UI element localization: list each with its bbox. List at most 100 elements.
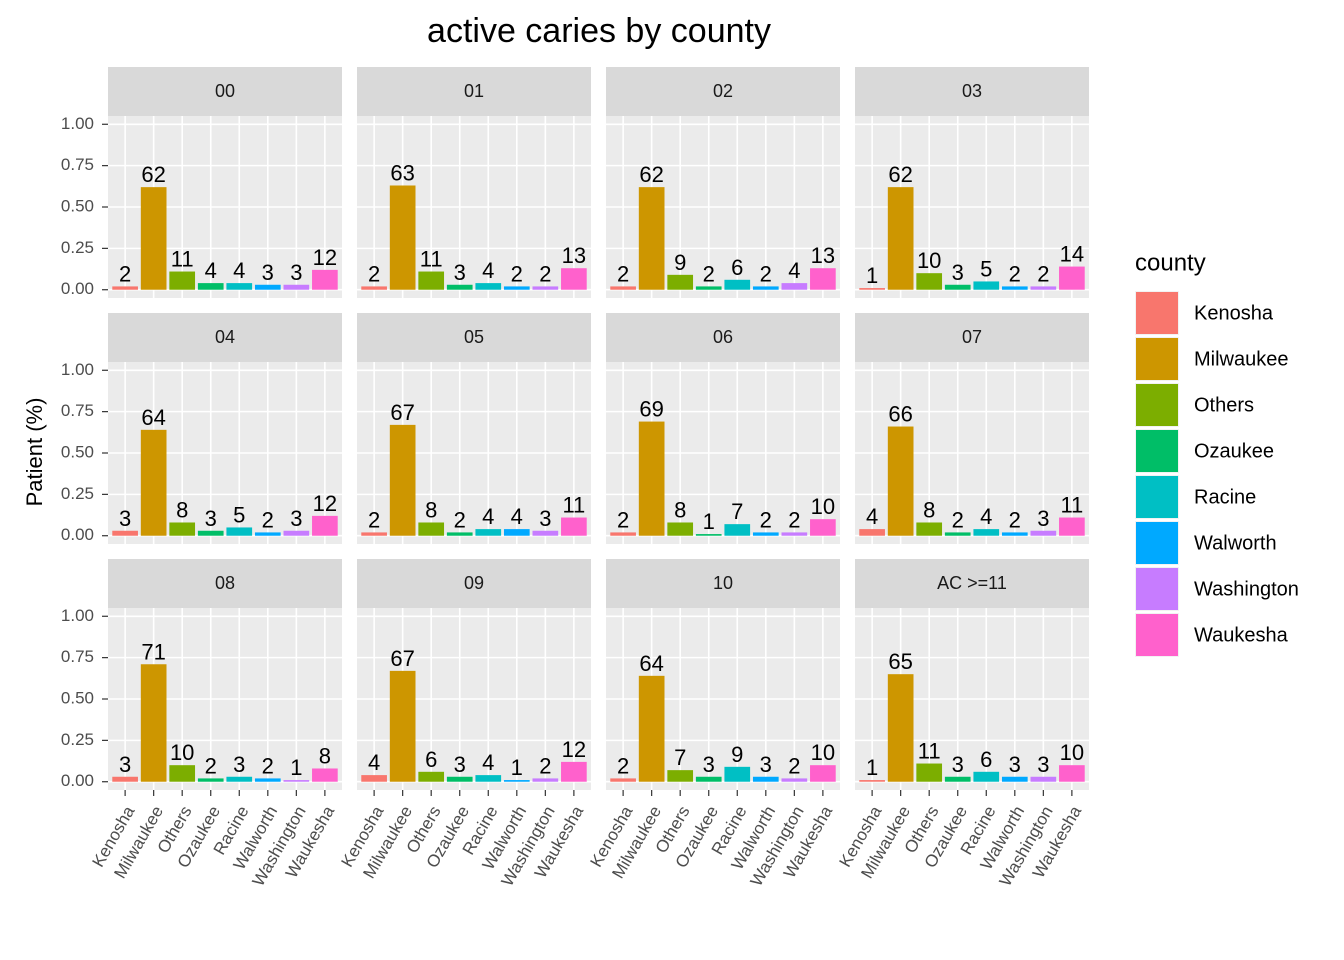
value-label: 65 [888, 649, 912, 674]
value-label: 3 [119, 506, 131, 531]
bar [916, 522, 943, 536]
bar [610, 532, 636, 536]
strip-label: 05 [464, 327, 484, 347]
strip-label: 10 [713, 573, 733, 593]
value-label: 69 [639, 397, 663, 422]
value-label: 3 [952, 752, 964, 777]
bar [503, 286, 530, 290]
bar [361, 532, 387, 536]
value-label: 7 [674, 745, 686, 770]
value-label: 2 [368, 507, 380, 532]
bar [197, 283, 224, 290]
bar [973, 529, 1000, 536]
value-label: 2 [760, 261, 772, 286]
y-tick-label: 1.00 [61, 360, 94, 379]
bar [781, 283, 808, 290]
bar [312, 768, 338, 782]
bar [781, 778, 808, 782]
bar [283, 284, 310, 290]
value-label: 4 [482, 258, 494, 283]
bar [361, 286, 387, 290]
value-label: 13 [562, 243, 586, 268]
strip [606, 67, 840, 116]
strip-label: 01 [464, 81, 484, 101]
bar [169, 271, 196, 290]
value-label: 10 [1060, 740, 1084, 765]
bar [1059, 266, 1085, 290]
bar [312, 269, 338, 290]
value-label: 11 [420, 247, 443, 272]
bar [312, 515, 338, 536]
strip-label: 00 [215, 81, 235, 101]
strip [606, 313, 840, 362]
y-tick-label: 0.50 [61, 442, 94, 461]
bar [446, 532, 473, 536]
bar [944, 284, 971, 290]
value-label: 2 [617, 507, 629, 532]
bar [916, 273, 943, 290]
bar [169, 765, 196, 782]
value-label: 64 [141, 405, 165, 430]
value-label: 3 [539, 506, 551, 531]
value-label: 9 [674, 250, 686, 275]
legend-title: county [1135, 249, 1206, 276]
value-label: 2 [368, 261, 380, 286]
bar [475, 283, 502, 290]
strip [108, 313, 342, 362]
value-label: 2 [539, 753, 551, 778]
bar [389, 670, 416, 782]
value-label: 2 [262, 507, 274, 532]
value-label: 67 [390, 400, 414, 425]
bar [887, 426, 914, 536]
bar [916, 763, 943, 782]
bar [724, 766, 751, 782]
legend-swatch [1136, 384, 1178, 426]
legend-label: Milwaukee [1194, 348, 1288, 370]
strip [855, 67, 1089, 116]
value-label: 4 [205, 258, 217, 283]
bar [1030, 286, 1057, 290]
value-label: 6 [731, 255, 743, 280]
legend-swatch [1136, 430, 1178, 472]
value-label: 1 [866, 263, 878, 288]
bar [446, 776, 473, 782]
bar [226, 527, 253, 536]
bar [140, 187, 167, 290]
value-label: 1 [290, 755, 302, 780]
value-label: 1 [703, 509, 715, 534]
bar [610, 778, 636, 782]
value-label: 2 [617, 261, 629, 286]
bar [1030, 776, 1057, 782]
value-label: 67 [390, 646, 414, 671]
strip-label: 04 [215, 327, 235, 347]
strip-label: AC >=11 [937, 573, 1007, 593]
value-label: 3 [290, 506, 302, 531]
bar [887, 187, 914, 290]
value-label: 2 [703, 261, 715, 286]
bar [752, 776, 779, 782]
legend-swatch [1136, 568, 1178, 610]
strip [855, 313, 1089, 362]
strip [108, 67, 342, 116]
value-label: 62 [888, 162, 912, 187]
y-tick-label: 1.00 [61, 114, 94, 133]
bar [810, 765, 836, 782]
value-label: 2 [760, 507, 772, 532]
value-label: 5 [233, 502, 245, 527]
bar [254, 284, 281, 290]
y-tick-label: 0.00 [61, 525, 94, 544]
bar [973, 771, 1000, 782]
value-label: 4 [482, 504, 494, 529]
strip [357, 559, 591, 608]
value-label: 4 [980, 504, 992, 529]
value-label: 2 [1009, 261, 1021, 286]
strip-label: 09 [464, 573, 484, 593]
bar [638, 187, 665, 290]
bar [1030, 530, 1057, 536]
value-label: 63 [390, 160, 414, 185]
legend-label: Racine [1194, 486, 1256, 508]
bar [695, 286, 722, 290]
value-label: 4 [482, 750, 494, 775]
bar [389, 424, 416, 536]
